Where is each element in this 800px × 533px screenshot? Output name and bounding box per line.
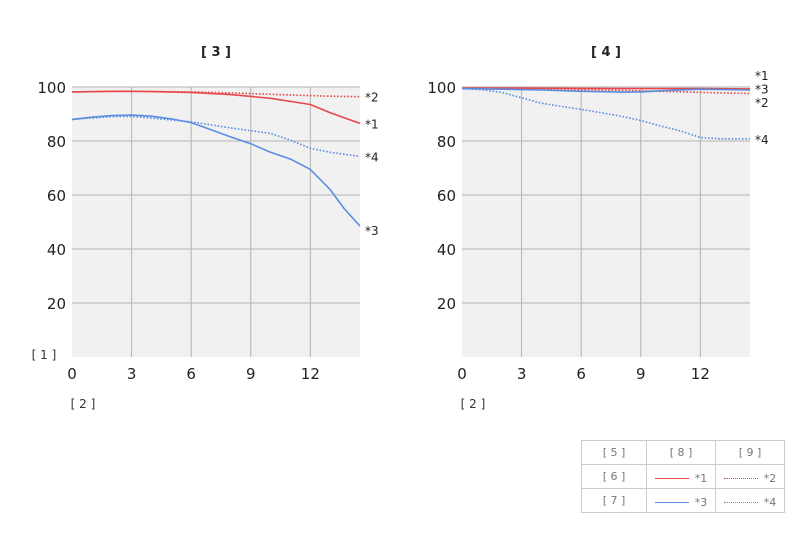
series-end-label: *2 — [755, 96, 769, 110]
x-tick-label: 0 — [457, 365, 467, 383]
y-axis-label: [ 1 ] — [32, 348, 57, 362]
series-end-label: *3 — [755, 83, 769, 97]
x-tick-label: 3 — [127, 365, 137, 383]
legend-entry-label: *3 — [694, 495, 708, 509]
series-line-star1 — [71, 90, 361, 125]
legend-entry-label: *1 — [694, 471, 708, 485]
series-end-label: *1 — [755, 69, 769, 83]
legend-header-cell: [ 9 ] — [715, 440, 785, 465]
legend-header-cell: [ 8 ] — [646, 440, 716, 465]
legend-row-red: [ 6 ] *1 *2 — [581, 464, 785, 489]
chart-right: 0 3 6 9 12 20 40 60 80 100 [ 4 ] [ 2 ] *1*3*2 *4 — [427, 45, 768, 411]
series-line-star3 — [71, 114, 361, 227]
legend-entry-label: *4 — [763, 495, 777, 509]
series-line-star4 — [71, 115, 361, 158]
legend-swatch-solid-red — [654, 477, 689, 479]
x-tick-label: 0 — [67, 365, 77, 383]
y-tick-label: 80 — [437, 133, 456, 151]
legend-entry-4: *4 — [715, 488, 785, 513]
x-tick-label: 12 — [301, 365, 320, 383]
y-tick-label: 40 — [47, 241, 66, 259]
x-tick-label: 9 — [636, 365, 646, 383]
y-tick-label: 20 — [437, 295, 456, 313]
y-tick-label: 80 — [47, 133, 66, 151]
chart-title: [ 3 ] — [201, 45, 231, 60]
legend-entry-label: *2 — [763, 471, 777, 485]
series-line-star2 — [71, 90, 361, 98]
x-tick-label: 9 — [246, 365, 256, 383]
x-tick-label: 6 — [576, 365, 586, 383]
legend-table: [ 5 ] [ 8 ] [ 9 ] [ 6 ] *1 *2 [ 7 ] *3 — [581, 440, 785, 513]
legend-row-label: [ 6 ] — [581, 464, 647, 489]
legend-swatch-solid-blue — [654, 501, 689, 503]
plot-area — [72, 87, 360, 357]
series-end-label: *2 — [365, 91, 379, 105]
x-tick-label: 12 — [691, 365, 710, 383]
chart-title: [ 4 ] — [591, 45, 621, 60]
series-end-label: *4 — [365, 150, 379, 164]
legend-entry-2: *2 — [715, 464, 785, 489]
y-tick-label: 40 — [437, 241, 456, 259]
series-end-label: *4 — [755, 133, 769, 147]
legend-swatch-dotted-blue — [723, 501, 758, 503]
legend-header-cell: [ 5 ] — [581, 440, 647, 465]
y-tick-label: 60 — [437, 187, 456, 205]
series-end-label: *3 — [365, 224, 379, 238]
y-tick-label: 100 — [427, 79, 456, 97]
x-tick-label: 6 — [186, 365, 196, 383]
x-tick-label: 3 — [517, 365, 527, 383]
x-axis-label: [ 2 ] — [71, 397, 96, 411]
legend-row-label: [ 7 ] — [581, 488, 647, 513]
y-tick-label: 60 — [47, 187, 66, 205]
series-line-star3 — [461, 87, 751, 93]
legend-header-row: [ 5 ] [ 8 ] [ 9 ] — [581, 440, 785, 465]
y-tick-label: 20 — [47, 295, 66, 313]
plot-area — [462, 87, 750, 357]
legend-entry-1: *1 — [646, 464, 716, 489]
x-axis-label: [ 2 ] — [461, 397, 486, 411]
chart-left: 0 3 6 9 12 20 40 60 80 100 [ 3 ] [ 1 ] [ 2 ] *2 *1 *4 *3 — [32, 45, 379, 411]
series-end-label: *1 — [365, 117, 379, 131]
legend-entry-3: *3 — [646, 488, 716, 513]
legend-row-blue: [ 7 ] *3 *4 — [581, 488, 785, 513]
legend-swatch-dotted-red — [723, 477, 758, 479]
y-tick-label: 100 — [37, 79, 66, 97]
